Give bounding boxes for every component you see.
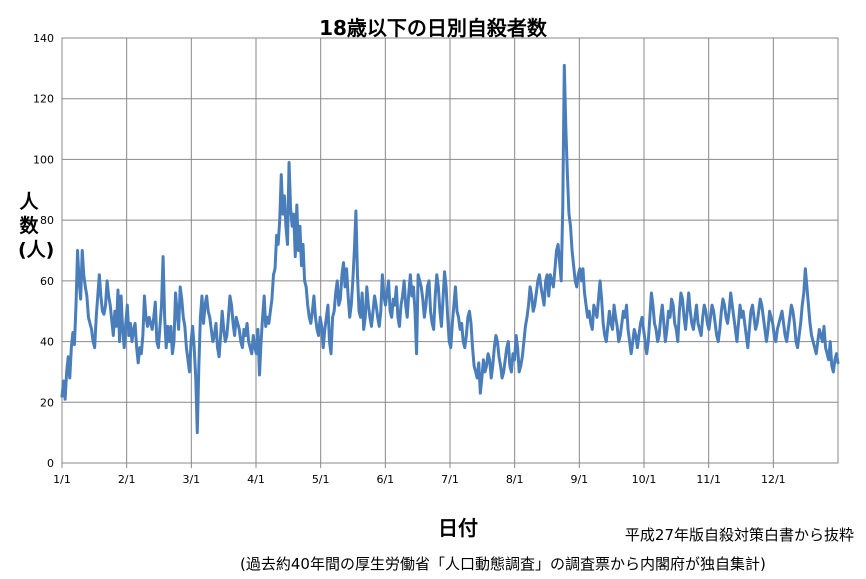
source-caption: 平成27年版自殺対策白書から抜粋 [624,526,854,544]
grid-lines [62,37,838,464]
source-note: (過去約40年間の厚生労働省「人口動態調査」の調査票から内閣府が独自集計) [240,555,766,573]
y-tick-label: 80 [40,214,54,227]
chart-title: 18歳以下の日別自殺者数 [319,16,547,40]
x-tick-label: 1/1 [53,473,71,486]
y-tick-label: 100 [33,153,54,166]
y-tick-label: 120 [33,93,54,106]
x-tick-label: 12/1 [761,473,786,486]
y-axis-ticks: 0 20 40 60 80 100 120 140 [33,32,54,470]
y-axis-label: 人数(人) [18,191,55,261]
y-tick-label: 40 [40,336,54,349]
x-tick-label: 2/1 [118,473,136,486]
y-tick-label: 140 [33,32,54,45]
x-tick-label: 11/1 [696,473,721,486]
y-tick-label: 20 [40,396,54,409]
x-tick-label: 3/1 [182,473,200,486]
x-tick-label: 8/1 [506,473,524,486]
y-tick-label: 60 [40,275,54,288]
x-tick-label: 10/1 [632,473,657,486]
x-axis-label: 日付 [438,516,478,540]
x-tick-label: 4/1 [247,473,265,486]
x-tick-label: 9/1 [570,473,588,486]
plot-area [61,37,839,464]
x-tick-label: 7/1 [441,473,459,486]
x-tick-label: 5/1 [312,473,330,486]
series-line [60,63,840,435]
x-axis-ticks: 1/1 2/1 3/1 4/1 5/1 6/1 7/1 8/1 9/1 10/1 11/1 12/1 [53,463,786,486]
y-tick-label: 0 [47,457,54,470]
x-tick-label: 6/1 [376,473,394,486]
